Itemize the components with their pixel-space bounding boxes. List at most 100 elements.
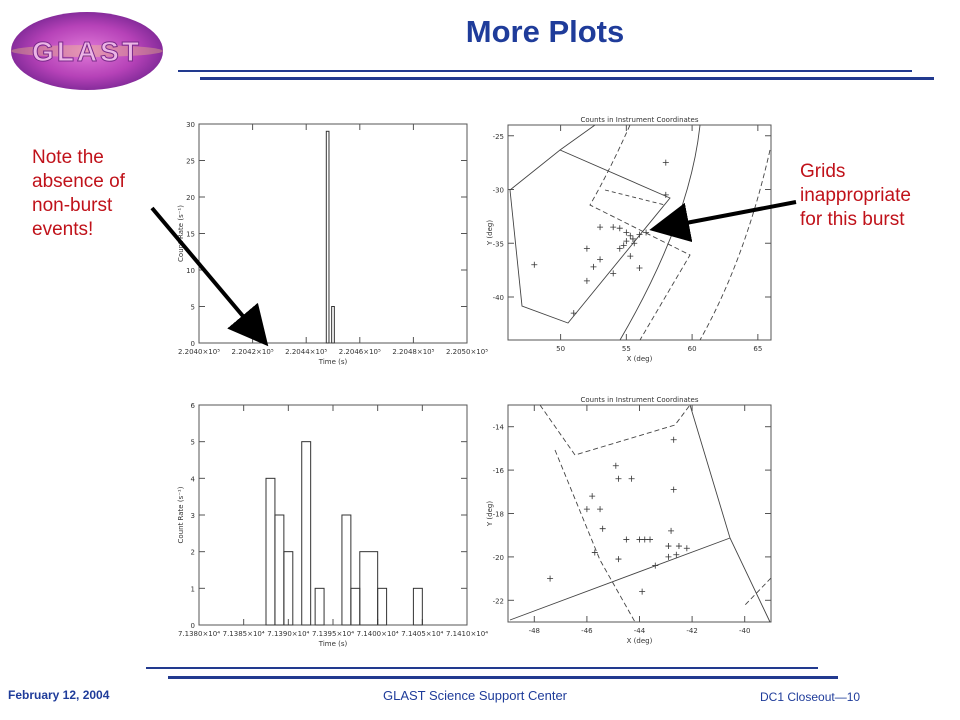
note-line: Grids bbox=[800, 161, 846, 182]
y-tick-label: 1 bbox=[191, 585, 195, 593]
x-tick-label: 2.2046×10⁵ bbox=[339, 348, 381, 356]
scatter-point bbox=[636, 264, 643, 271]
grid-line bbox=[689, 404, 771, 623]
x-tick-label: 2.2050×10⁵ bbox=[446, 348, 488, 356]
scatter-point bbox=[547, 575, 554, 582]
scatter-point bbox=[616, 245, 623, 252]
scatter-point bbox=[643, 229, 650, 236]
y-tick-label: 0 bbox=[191, 622, 195, 630]
scatter-point bbox=[597, 224, 604, 231]
x-tick-label: 7.1390×10⁴ bbox=[267, 630, 309, 638]
histogram-bar bbox=[377, 587, 388, 626]
x-tick-label: 7.1395×10⁴ bbox=[312, 630, 354, 638]
scatter-point bbox=[627, 253, 634, 260]
logo-text: GLAST bbox=[32, 36, 142, 67]
footer-date: February 12, 2004 bbox=[8, 688, 110, 702]
scatter-point bbox=[623, 229, 630, 236]
chart-title: Counts in Instrument Coordinates bbox=[580, 116, 698, 124]
x-tick-label: -48 bbox=[529, 627, 540, 635]
x-tick-label: -46 bbox=[581, 627, 593, 635]
note-line: non-burst bbox=[32, 195, 113, 216]
scatter-point bbox=[612, 462, 619, 469]
scatter-point bbox=[583, 506, 590, 513]
y-tick-label: 5 bbox=[191, 304, 195, 312]
scatter-point bbox=[591, 549, 598, 556]
y-tick-label: -14 bbox=[493, 424, 505, 432]
scatter-point bbox=[628, 475, 635, 482]
x-axis-label: X (deg) bbox=[627, 355, 653, 363]
plot-frame bbox=[507, 404, 772, 623]
histogram-bar bbox=[283, 551, 294, 626]
histogram-bar bbox=[265, 477, 276, 626]
grid-dashed bbox=[589, 124, 691, 341]
footer-rule-top bbox=[146, 667, 818, 669]
note-absence: Note the absence of non-burst events! bbox=[32, 146, 162, 242]
y-tick-label: 10 bbox=[186, 267, 195, 275]
scatter-point bbox=[668, 527, 675, 534]
y-tick-label: -35 bbox=[493, 240, 504, 248]
grid-cell-solid bbox=[509, 149, 671, 324]
scatter-point bbox=[590, 263, 597, 270]
x-tick-label: 2.2042×10⁵ bbox=[232, 348, 274, 356]
footer-slide-number: DC1 Closeout—10 bbox=[760, 690, 861, 704]
x-tick-label: 7.1410×10⁴ bbox=[446, 630, 488, 638]
chart-1: Time (s) Count Rate (s⁻¹) 2.2040×10⁵ 2.2042… bbox=[177, 121, 488, 366]
x-tick-label: 7.1380×10⁴ bbox=[178, 630, 220, 638]
chart-2: Counts in Instrument Coordinates X (deg) Y… bbox=[486, 116, 772, 363]
y-axis-label: Y (deg) bbox=[486, 501, 494, 527]
scatter-point bbox=[675, 543, 682, 550]
header-rule-bottom bbox=[200, 77, 934, 80]
grid-overlay-bottom bbox=[509, 404, 772, 623]
scatter-point bbox=[616, 225, 623, 232]
chart-3: Time (s) Count Rate (s⁻¹) 7.1380×10⁴ 7.1385… bbox=[177, 402, 488, 648]
plot-frame bbox=[198, 404, 468, 626]
y-tick-label: 3 bbox=[191, 512, 195, 520]
scatter-point bbox=[670, 486, 677, 493]
scatter-point bbox=[662, 159, 669, 166]
histogram-bar bbox=[350, 587, 361, 626]
y-axis-label: Y (deg) bbox=[486, 220, 494, 246]
x-tick-label: 7.1405×10⁴ bbox=[401, 630, 443, 638]
chart-4: Counts in Instrument Coordinates X (deg) Y… bbox=[486, 396, 772, 645]
y-axis-label: Count Rate (s⁻¹) bbox=[177, 486, 185, 543]
y-tick-label: 25 bbox=[186, 158, 195, 166]
plot-frame bbox=[507, 124, 772, 341]
scatter-point bbox=[583, 245, 590, 252]
grid-dashed bbox=[744, 577, 772, 606]
x-tick-label: 55 bbox=[622, 345, 631, 353]
scatter-point bbox=[531, 261, 538, 268]
x-tick-label: 60 bbox=[688, 345, 697, 353]
grid-line bbox=[509, 537, 731, 621]
scatter-point bbox=[636, 231, 643, 238]
scatter-point bbox=[683, 545, 690, 552]
scatter-point bbox=[647, 536, 654, 543]
grid-line bbox=[604, 189, 666, 206]
y-axis-label: Count Rate (s⁻¹) bbox=[177, 205, 185, 262]
scatter-point bbox=[615, 475, 622, 482]
scatter-point bbox=[623, 536, 630, 543]
y-tick-label: 15 bbox=[186, 231, 195, 239]
y-tick-label: -22 bbox=[493, 597, 504, 605]
note-line: for this burst bbox=[800, 209, 905, 230]
histogram-bar bbox=[341, 514, 352, 626]
y-tick-label: 0 bbox=[191, 340, 195, 348]
x-tick-label: -42 bbox=[686, 627, 697, 635]
y-tick-label: 2 bbox=[191, 549, 195, 557]
grid-dashed bbox=[539, 404, 691, 456]
x-tick-label: 50 bbox=[556, 345, 565, 353]
chart-title: Counts in Instrument Coordinates bbox=[580, 396, 698, 404]
arrow-left bbox=[150, 206, 269, 347]
y-tick-label: 30 bbox=[186, 121, 195, 129]
scatter-point bbox=[610, 224, 617, 231]
y-tick-label: -40 bbox=[493, 294, 504, 302]
y-tick-label: -18 bbox=[493, 511, 504, 519]
y-tick-label: -30 bbox=[493, 187, 504, 195]
grid-arc-solid bbox=[619, 124, 701, 341]
scatter-point bbox=[670, 436, 677, 443]
grid-arc-dashed bbox=[699, 149, 771, 341]
slide-title: More Plots bbox=[465, 14, 625, 49]
scatter-point bbox=[599, 525, 606, 532]
note-line: absence of bbox=[32, 171, 125, 192]
scatter-point bbox=[620, 242, 627, 249]
